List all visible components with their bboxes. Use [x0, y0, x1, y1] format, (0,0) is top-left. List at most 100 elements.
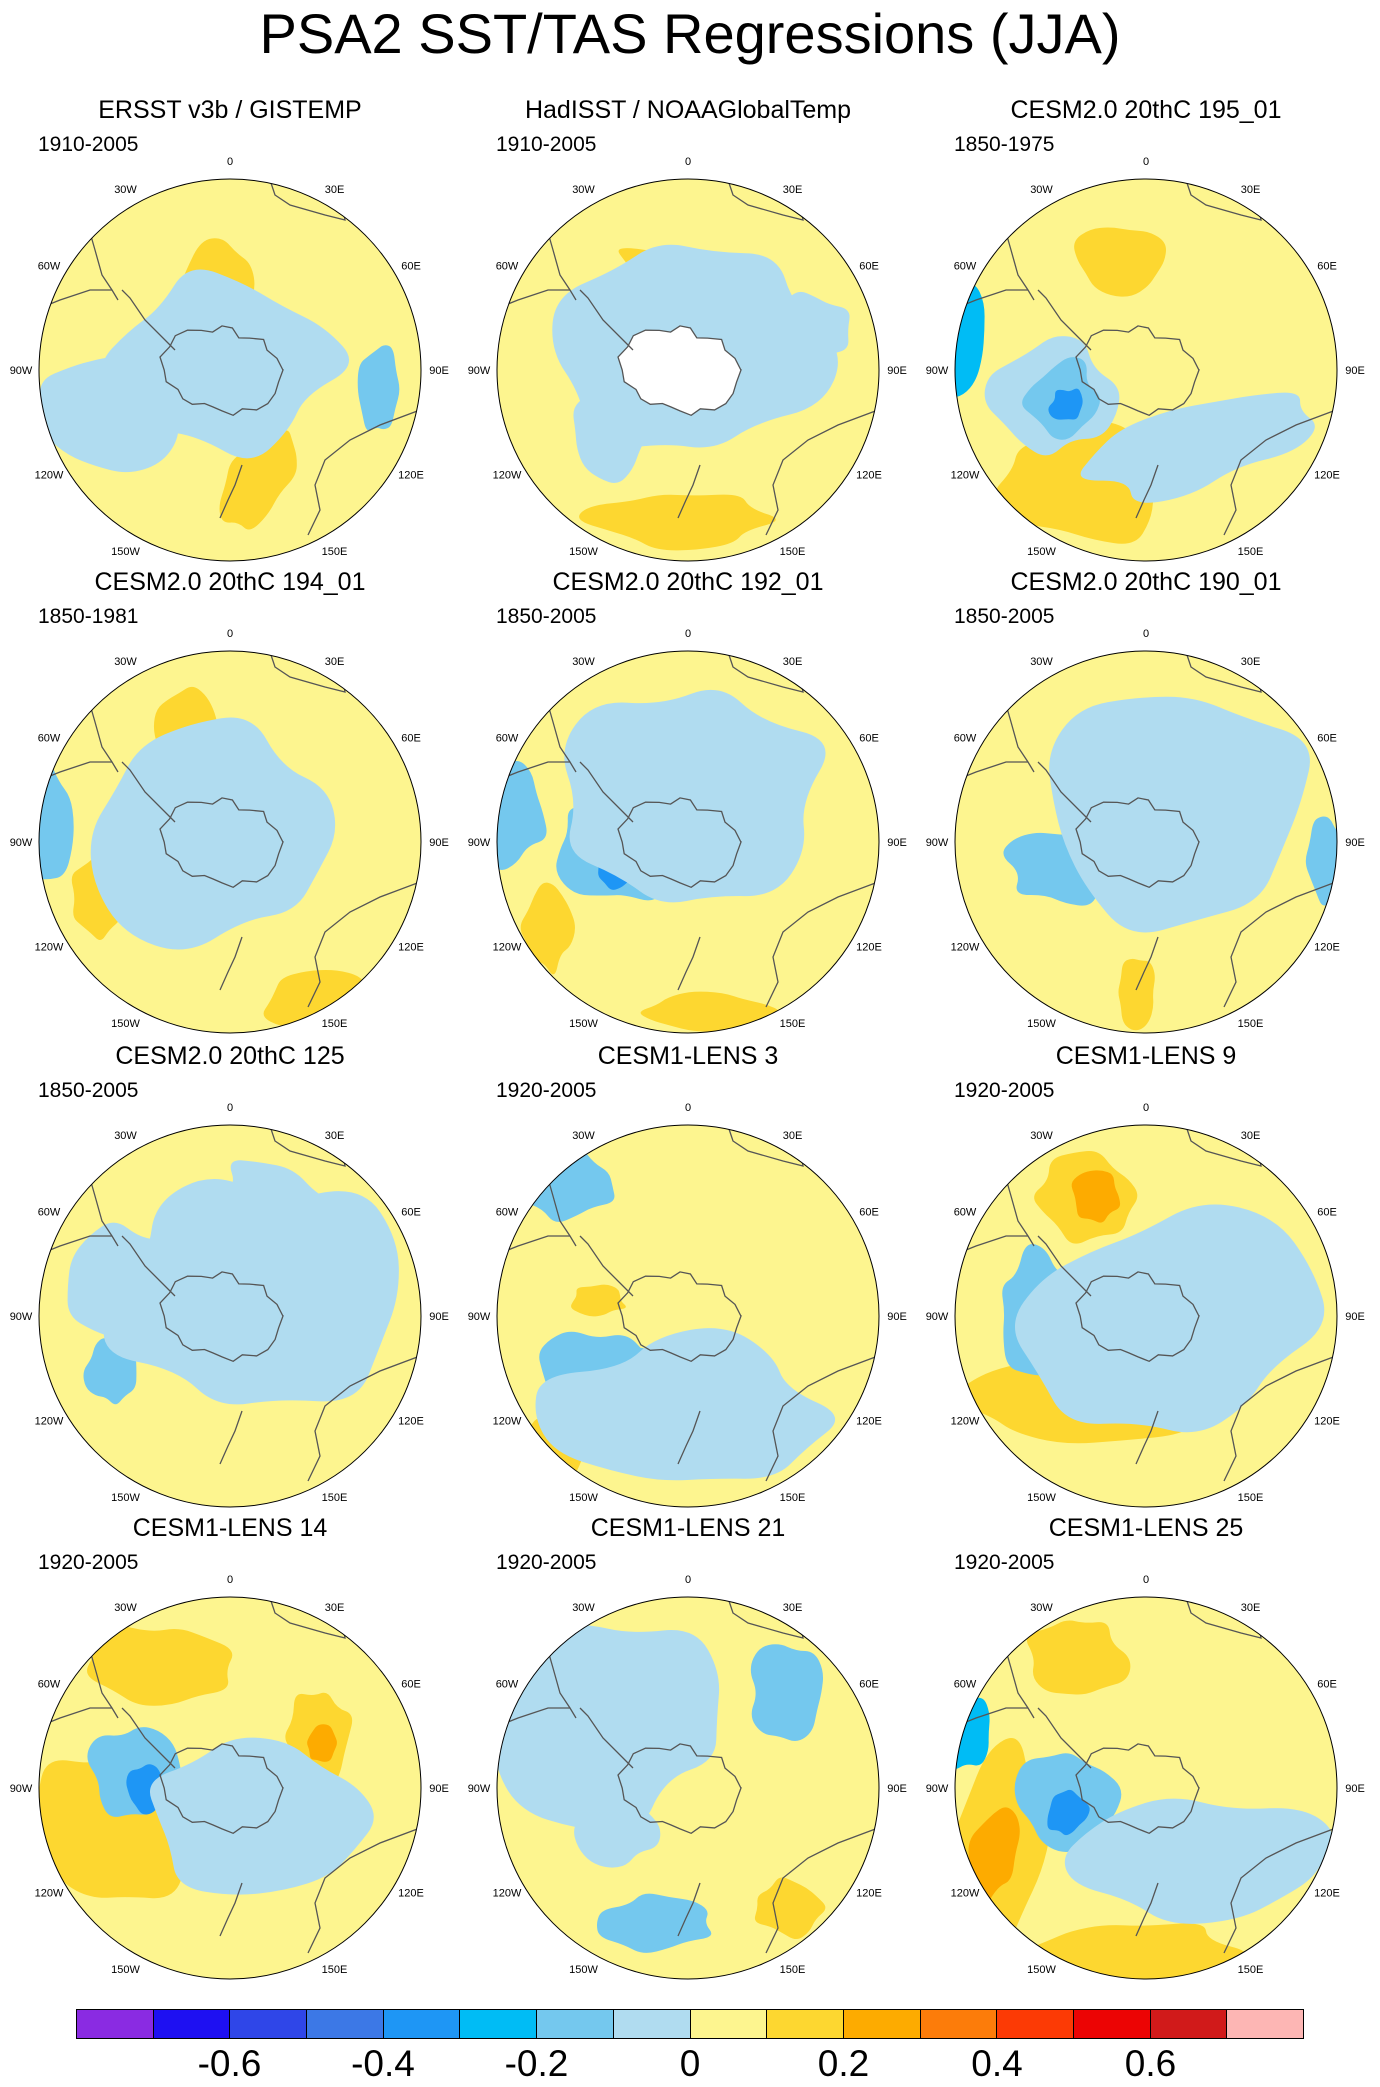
polar-stereographic-map: 030E60E90E120E150E180150W120W90W60W30W	[926, 1102, 1365, 1508]
map-boundary	[954, 1124, 1338, 1508]
longitude-label: 150W	[111, 546, 140, 558]
longitude-label: 60E	[401, 1679, 421, 1691]
map-boundary	[496, 1596, 880, 1980]
longitude-label: 30E	[1241, 656, 1261, 668]
anomaly-contour	[39, 760, 74, 880]
longitude-label: 150W	[1027, 1964, 1056, 1976]
australia-coastline	[765, 409, 879, 536]
australia-coastline	[765, 1827, 879, 1954]
figure-title: PSA2 SST/TAS Regressions (JJA)	[259, 2, 1121, 65]
longitude-label: 30W	[572, 656, 595, 668]
longitude-label: 60E	[1317, 261, 1337, 273]
longitude-label: 120W	[951, 942, 980, 954]
longitude-label: 0	[685, 1574, 691, 1586]
longitude-label: 90W	[926, 837, 949, 849]
longitude-label: 0	[227, 1574, 233, 1586]
longitude-label: 150W	[1027, 1018, 1056, 1030]
longitude-label: 120E	[398, 1416, 424, 1428]
longitude-label: 150E	[322, 1964, 348, 1976]
new-zealand-coastline	[677, 936, 701, 991]
longitude-label: 120W	[35, 470, 64, 482]
anomaly-contour	[564, 689, 826, 903]
map-panel: CESM1-LENS 3 1920-2005 0 30E 60E 90E 120E 150E 1…	[458, 1041, 918, 1511]
new-zealand-coastline	[219, 936, 243, 991]
longitude-label: 30W	[114, 184, 137, 196]
longitude-label: 150E	[780, 1492, 806, 1504]
longitude-label: 90W	[468, 1783, 491, 1795]
longitude-label: 150E	[780, 546, 806, 558]
australia-coastline	[1223, 1827, 1337, 1954]
anomaly-contour	[1048, 388, 1083, 420]
longitude-label: 120W	[493, 1888, 522, 1900]
longitude-label: 30E	[325, 1130, 345, 1142]
longitude-label: 90E	[1345, 1311, 1365, 1323]
map-panel: CESM2.0 20thC 194_01 1850-1981 0 30E 60E 90E 1…	[0, 567, 460, 1037]
anomaly-contour	[1026, 1620, 1131, 1695]
longitude-label: 120E	[398, 942, 424, 954]
panel-period: 1920-2005	[496, 1079, 597, 1102]
longitude-label: 90W	[10, 1311, 33, 1323]
longitude-label: 0	[685, 1102, 691, 1114]
longitude-label: 0	[1143, 1102, 1149, 1114]
longitude-label: 150E	[322, 1492, 348, 1504]
antarctica-coastline	[159, 325, 284, 417]
longitude-label: 30E	[325, 656, 345, 668]
longitude-label: 120W	[951, 1416, 980, 1428]
anomaly-contour	[1118, 958, 1155, 1031]
polar-stereographic-map: 030E60E90E120E150E180150W120W90W60W30W	[468, 628, 907, 1034]
longitude-label: 150W	[569, 546, 598, 558]
colorbar-label: -0.4	[351, 2043, 415, 2084]
new-zealand-coastline	[677, 1410, 701, 1465]
polar-stereographic-map: 030E60E90E120E150E180150W120W90W60W30W	[10, 1102, 449, 1508]
map-panel: CESM1-LENS 21 1920-2005 0 30E 60E 90E 120E 150E…	[458, 1513, 918, 1983]
panel-title: CESM2.0 20thC 192_01	[552, 568, 824, 596]
longitude-label: 0	[685, 156, 691, 168]
panel-period: 1920-2005	[954, 1079, 1055, 1102]
antarctica-coastline	[159, 1743, 284, 1835]
longitude-label: 90W	[10, 365, 33, 377]
longitude-label: 60W	[496, 1679, 519, 1691]
longitude-label: 90E	[429, 1783, 449, 1795]
longitude-label: 150E	[322, 1018, 348, 1030]
anomaly-contour	[40, 356, 179, 473]
map-panel: CESM2.0 20thC 195_01 1850-1975 0 30E 60E 90E 1…	[916, 95, 1376, 565]
longitude-label: 150W	[569, 1492, 598, 1504]
map-boundary	[954, 178, 1338, 562]
panel-period: 1850-2005	[38, 1079, 139, 1102]
polar-stereographic-map: 030E60E90E120E150E180150W120W90W60W30W	[10, 1574, 449, 1980]
colorbar-box	[690, 2010, 768, 2038]
new-zealand-coastline	[1135, 1410, 1159, 1465]
longitude-label: 60E	[401, 733, 421, 745]
panel-period: 1850-1975	[954, 133, 1055, 156]
longitude-label: 150E	[1238, 1964, 1264, 1976]
panel-title: HadISST / NOAAGlobalTemp	[524, 96, 852, 124]
colorbar-label: -0.6	[197, 2043, 262, 2084]
anomaly-contour	[67, 1222, 184, 1343]
antarctic-peninsula-coastline	[121, 1235, 176, 1297]
colorbar-box	[997, 2010, 1074, 2038]
longitude-label: 90E	[429, 365, 449, 377]
anomaly-contour	[1014, 1204, 1325, 1433]
longitude-label: 0	[227, 1102, 233, 1114]
map-boundary	[954, 1596, 1338, 1980]
australia-coastline	[307, 1827, 421, 1954]
longitude-label: 60W	[496, 1207, 519, 1219]
new-zealand-coastline	[1135, 464, 1159, 519]
anomaly-contour	[596, 1893, 712, 1953]
anomaly-contour	[571, 1284, 626, 1317]
australia-coastline	[307, 881, 421, 1008]
longitude-label: 60E	[859, 1207, 879, 1219]
map-panel: CESM1-LENS 9 1920-2005 0 30E 60E 90E 120E 150E 1…	[916, 1041, 1376, 1511]
longitude-label: 60W	[954, 733, 977, 745]
longitude-label: 90W	[468, 1311, 491, 1323]
colorbar	[76, 2009, 1304, 2039]
antarctica-coastline	[617, 1743, 742, 1835]
polar-stereographic-map: 030E60E90E120E150E180150W120W90W60W30W	[468, 1574, 907, 1980]
longitude-label: 120E	[1314, 470, 1340, 482]
colorbar-box	[307, 2010, 384, 2038]
longitude-label: 60E	[1317, 1207, 1337, 1219]
new-zealand-coastline	[219, 464, 243, 519]
longitude-label: 90W	[468, 837, 491, 849]
antarctic-peninsula-coastline	[579, 1707, 634, 1769]
longitude-label: 120W	[35, 942, 64, 954]
